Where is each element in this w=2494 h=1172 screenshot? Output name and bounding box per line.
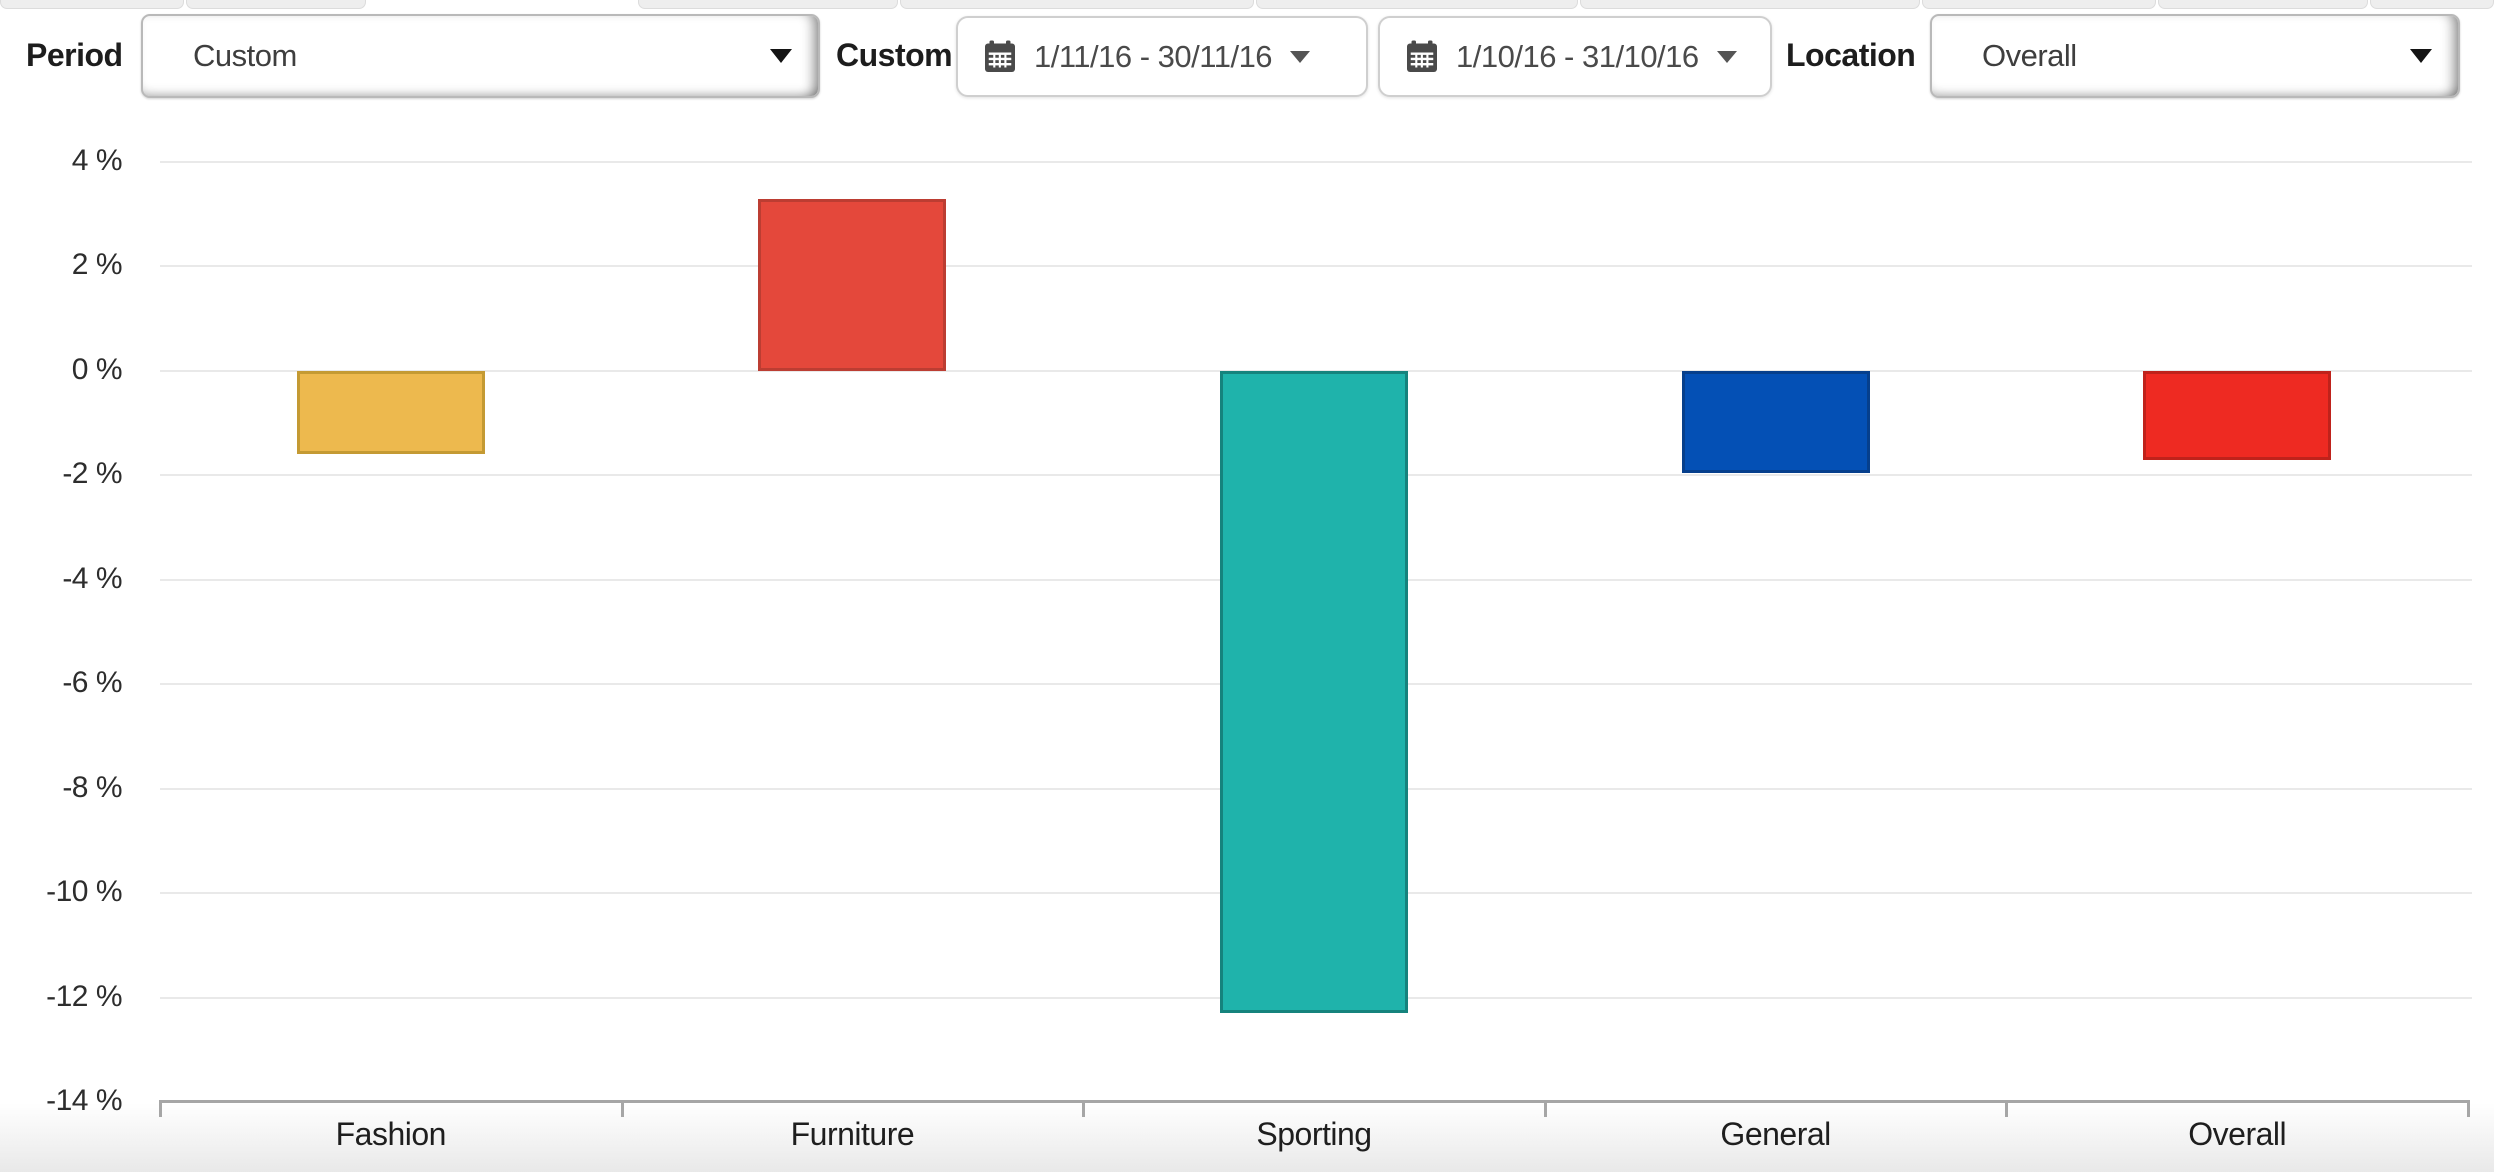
- bar-overall[interactable]: [2143, 370, 2332, 460]
- calendar-icon: [985, 40, 1015, 72]
- date-range-compare-value: 1/10/16 - 31/10/16: [1456, 38, 1699, 74]
- x-category-label: General: [1720, 1116, 1831, 1152]
- y-axis-tick-label: 0 %: [71, 352, 123, 386]
- y-axis-tick-label: -8 %: [62, 770, 122, 804]
- tab-remnant: [1580, 0, 1920, 9]
- date-range-picker-compare[interactable]: 1/10/16 - 31/10/16: [1378, 16, 1772, 97]
- y-axis-tick-label: -10 %: [46, 875, 122, 909]
- tab-remnant: [638, 0, 898, 9]
- period-label: Period: [26, 37, 123, 73]
- location-label: Location: [1786, 37, 1916, 73]
- x-axis-tick: [1543, 1100, 1547, 1117]
- location-select-value: Overall: [1982, 38, 2077, 73]
- gridline: [160, 161, 2472, 163]
- bar-fashion[interactable]: [296, 370, 485, 455]
- chevron-down-icon: [1716, 50, 1737, 63]
- tab-remnant: [0, 0, 184, 9]
- custom-label: Custom: [836, 37, 953, 73]
- tab-remnant: [186, 0, 366, 9]
- x-category-label: Overall: [2188, 1116, 2287, 1152]
- x-axis-tick: [159, 1100, 162, 1117]
- y-axis-tick-label: -2 %: [62, 457, 122, 491]
- bar-general[interactable]: [1681, 370, 1870, 473]
- period-select-value: Custom: [193, 38, 297, 73]
- y-axis-tick-label: -14 %: [46, 1084, 122, 1117]
- x-axis-tick: [1082, 1100, 1086, 1117]
- x-axis-tick: [2005, 1100, 2009, 1117]
- bar-furniture[interactable]: [758, 198, 947, 371]
- y-axis-tick-label: -12 %: [46, 979, 122, 1013]
- y-axis-tick-label: -4 %: [62, 561, 122, 595]
- x-category-label: Furniture: [790, 1116, 915, 1152]
- x-category-label: Sporting: [1256, 1116, 1372, 1152]
- period-select[interactable]: Custom: [141, 14, 820, 98]
- bar-sporting[interactable]: [1220, 370, 1408, 1014]
- date-range-current-value: 1/11/16 - 30/11/16: [1034, 38, 1273, 74]
- gridline: [160, 265, 2472, 268]
- y-axis-tick-label: 4 %: [71, 144, 123, 177]
- calendar-icon: [1407, 40, 1437, 72]
- tab-remnant: [1256, 0, 1578, 9]
- y-axis-tick-label: -6 %: [62, 666, 122, 700]
- chevron-down-icon: [2410, 49, 2432, 63]
- chevron-down-icon: [1290, 50, 1311, 63]
- tab-remnant: [1922, 0, 2156, 9]
- x-axis-tick: [620, 1100, 624, 1117]
- tab-remnant: [900, 0, 1254, 9]
- chevron-down-icon: [770, 49, 792, 63]
- date-range-picker-current[interactable]: 1/11/16 - 30/11/16: [956, 16, 1368, 97]
- x-axis-tick: [2467, 1100, 2470, 1117]
- x-axis-line: [160, 1100, 2468, 1103]
- x-category-label: Fashion: [335, 1116, 447, 1152]
- tab-remnant: [2158, 0, 2368, 9]
- axis-footer-fade: [0, 1103, 2494, 1172]
- y-axis-tick-label: 2 %: [71, 248, 123, 282]
- location-select[interactable]: Overall: [1930, 14, 2460, 98]
